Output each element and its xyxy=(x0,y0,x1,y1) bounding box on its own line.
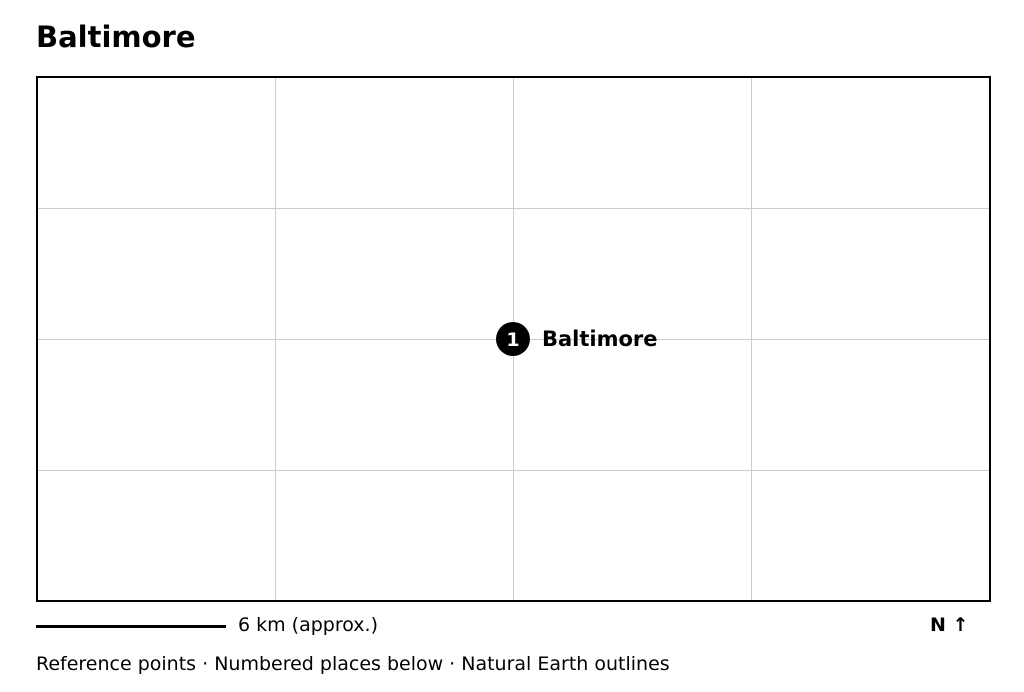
north-arrow-indicator: N ↑ xyxy=(930,614,969,636)
page-title: Baltimore xyxy=(36,20,196,54)
place-marker-number: 1 xyxy=(506,329,519,351)
scale-bar xyxy=(36,625,226,628)
place-marker[interactable]: 1 Baltimore xyxy=(496,322,658,356)
footer-note: Reference points · Numbered places below… xyxy=(36,653,670,675)
map-frame[interactable]: 1 Baltimore xyxy=(36,76,991,602)
map-canvas[interactable]: 1 Baltimore xyxy=(38,78,989,600)
scale-label: 6 km (approx.) xyxy=(238,614,378,636)
place-marker-label: Baltimore xyxy=(542,327,658,351)
place-marker-circle[interactable] xyxy=(496,322,530,356)
